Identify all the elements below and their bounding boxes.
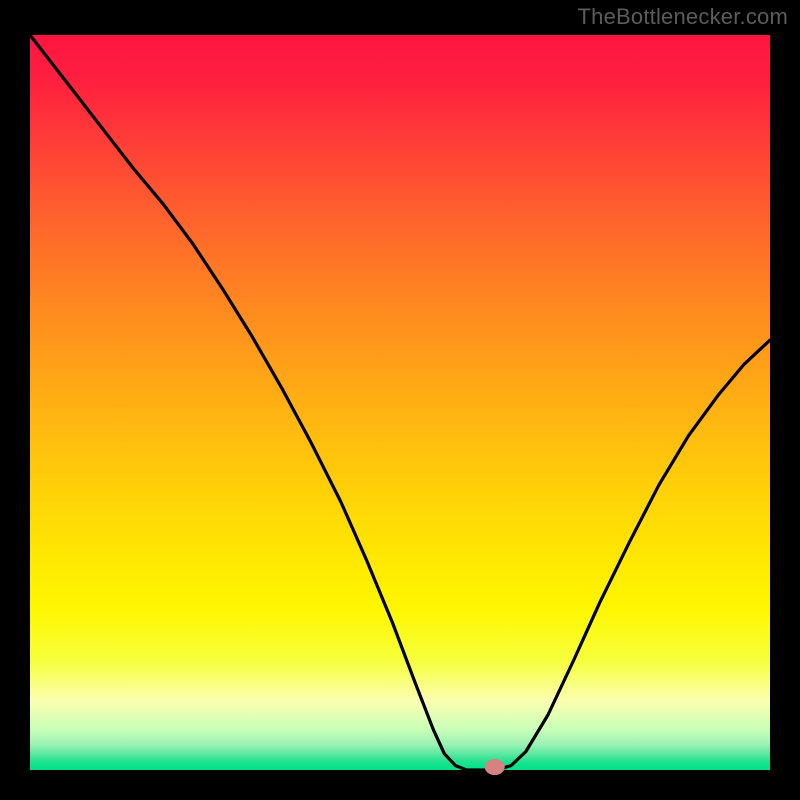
watermark-text: TheBottlenecker.com <box>578 4 788 30</box>
chart-frame: TheBottlenecker.com <box>0 0 800 800</box>
optimal-marker <box>485 759 505 775</box>
plot-background <box>30 35 770 770</box>
bottleneck-chart <box>0 0 800 800</box>
